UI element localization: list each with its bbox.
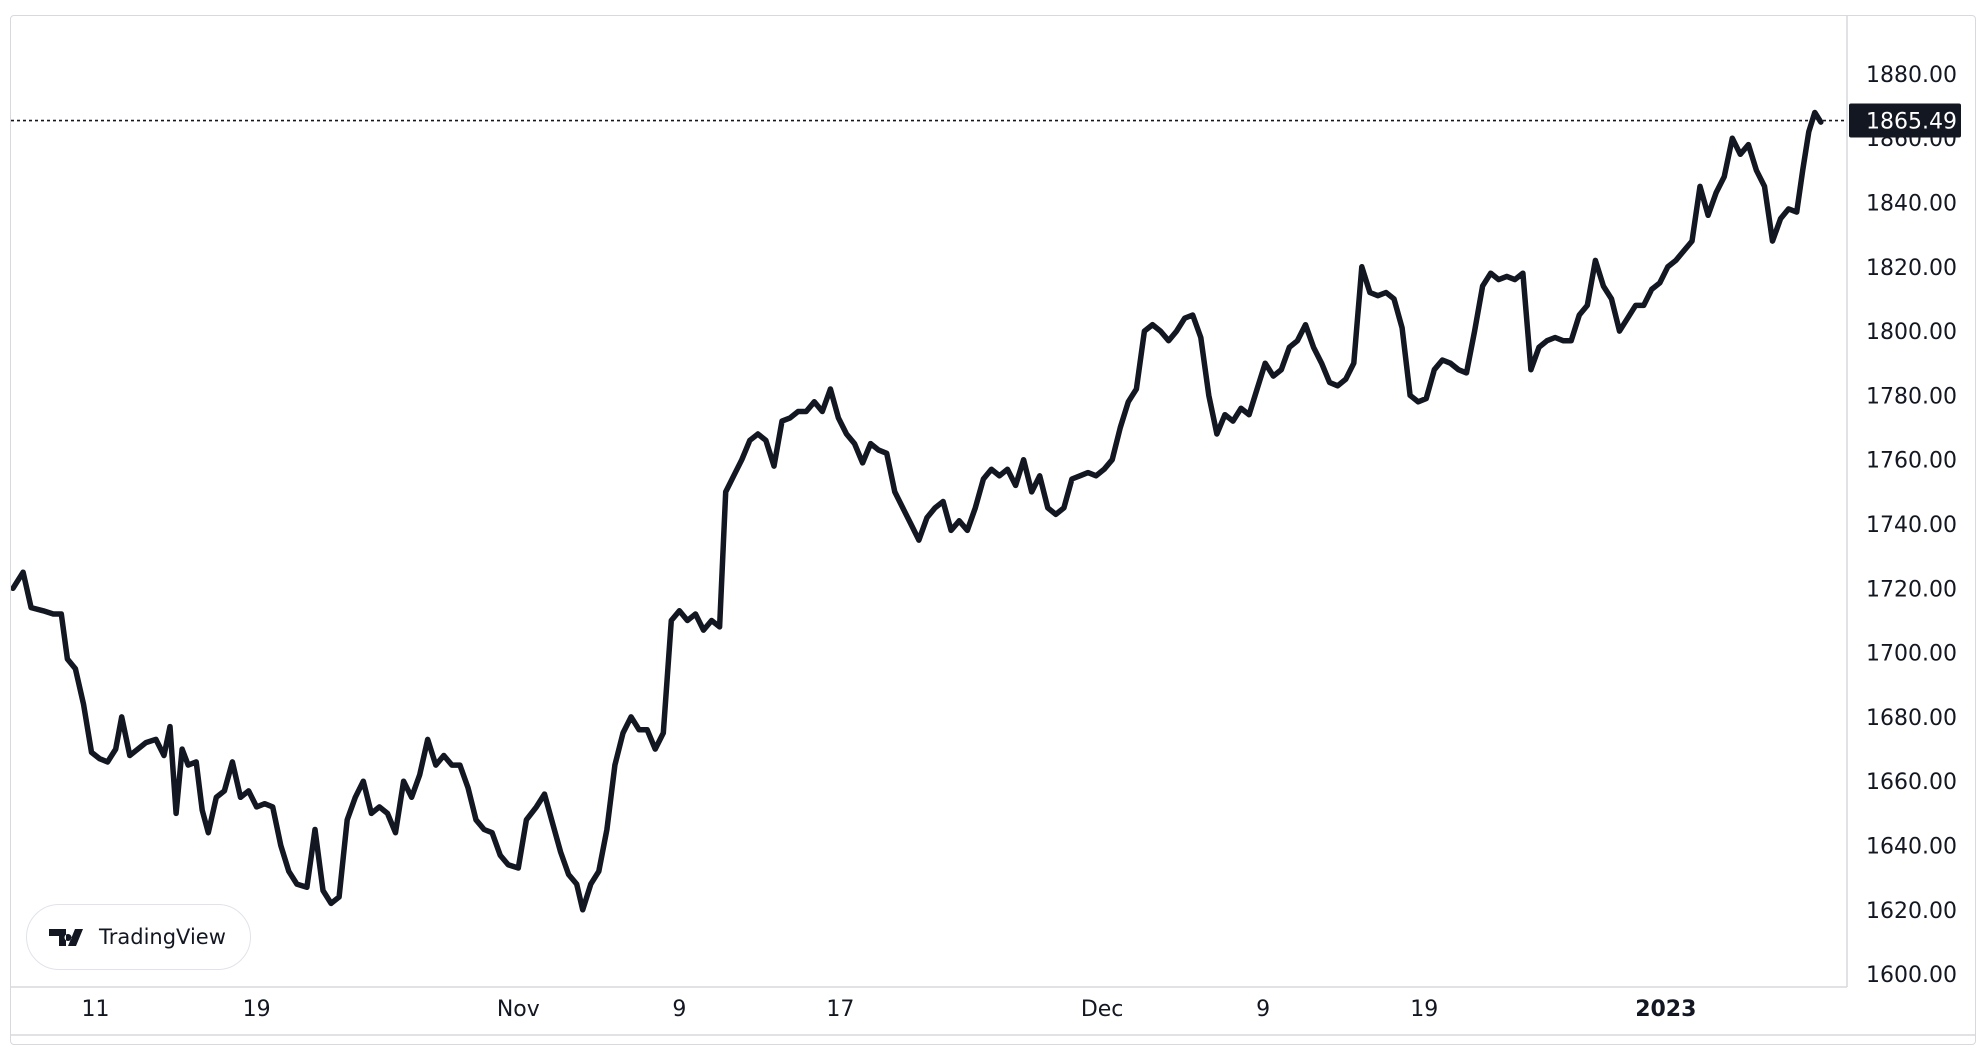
last-price-label: 1865.49 [1849, 103, 1961, 138]
tradingview-logo-icon [49, 929, 83, 946]
x-tick-label: Nov [497, 997, 540, 1022]
y-tick-label: 1740.00 [1866, 513, 1957, 538]
x-tick-label: 2023 [1635, 997, 1696, 1022]
y-tick-label: 1820.00 [1866, 256, 1957, 281]
y-tick-label: 1780.00 [1866, 384, 1957, 409]
logo-text: TradingView [99, 925, 226, 949]
y-tick-label: 1880.00 [1866, 63, 1957, 88]
y-tick-label: 1800.00 [1866, 320, 1957, 345]
x-tick-label: 11 [82, 997, 110, 1022]
y-tick-label: 1640.00 [1866, 835, 1957, 860]
x-tick-label: 19 [1410, 997, 1438, 1022]
x-tick-label: 9 [672, 997, 686, 1022]
tradingview-logo[interactable]: TradingView [26, 904, 251, 970]
y-tick-label: 1720.00 [1866, 577, 1957, 602]
y-tick-label: 1700.00 [1866, 642, 1957, 667]
y-tick-label: 1600.00 [1866, 963, 1957, 988]
x-tick-label: 9 [1256, 997, 1270, 1022]
last-price-label-bg [1849, 103, 1961, 138]
x-tick-label: 17 [826, 997, 854, 1022]
y-tick-label: 1620.00 [1866, 899, 1957, 924]
x-tick-label: Dec [1081, 997, 1124, 1022]
price-chart[interactable]: 1600.00 1620.00 1640.00 1660.00 1680.00 1700.… [11, 16, 1975, 1044]
y-tick-label: 1840.00 [1866, 191, 1957, 216]
x-tick-label: 19 [243, 997, 271, 1022]
y-tick-label: 1680.00 [1866, 706, 1957, 731]
y-tick-label: 1760.00 [1866, 449, 1957, 474]
chart-panel[interactable]: 1600.00 1620.00 1640.00 1660.00 1680.00 1700.… [10, 15, 1976, 1045]
price-series-line [11, 109, 1824, 913]
y-tick-label: 1660.00 [1866, 770, 1957, 795]
last-price-value: 1865.49 [1866, 110, 1957, 135]
